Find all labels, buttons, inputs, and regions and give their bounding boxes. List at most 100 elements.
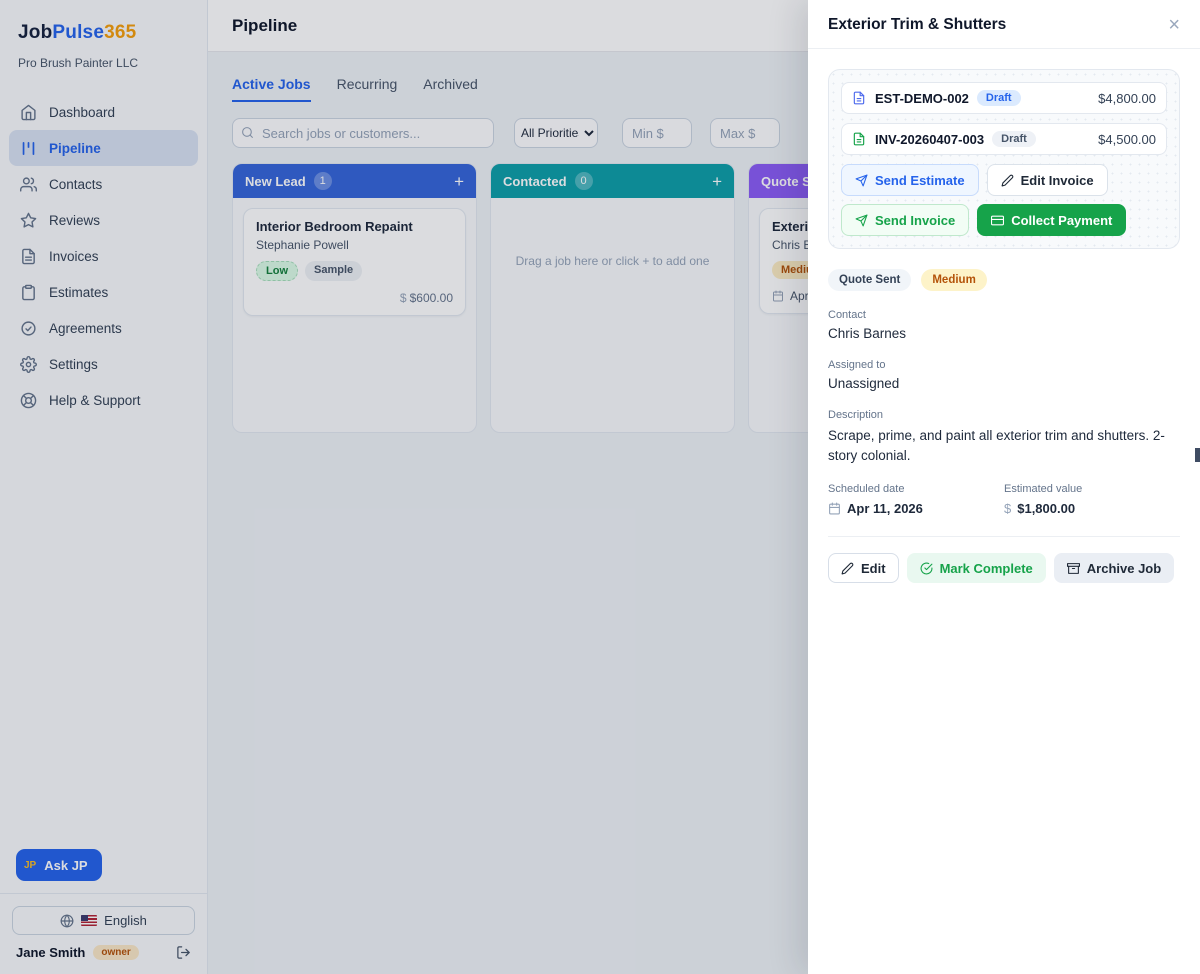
app-logo: JobPulse365 [0,0,207,44]
invoice-row[interactable]: INV-20260407-003 Draft $4,500.00 [841,123,1167,155]
document-actions-row-2: Send Invoice Collect Payment [841,204,1167,236]
drawer-body: EST-DEMO-002 Draft $4,800.00 INV-2026040… [808,49,1200,603]
drawer-header: Exterior Trim & Shutters × [808,0,1200,49]
tab-bar: Active Jobs Recurring Archived [232,76,1176,102]
tab-active-jobs[interactable]: Active Jobs [232,76,311,102]
tag-badge: Sample [305,261,363,281]
dollar-icon: $ [1004,501,1012,517]
sidebar-item-label: Settings [49,356,98,372]
column-header-contacted: Contacted 0 + [491,164,734,198]
sidebar-footer: JP Ask JP English Jane Smith owner [0,849,207,974]
archive-job-button[interactable]: Archive Job [1053,553,1175,584]
sidebar-nav: Dashboard Pipeline Contacts Reviews Invo… [0,94,207,418]
sidebar-item-label: Help & Support [49,392,141,408]
estimated-value-field: Estimated value $ $1,800.00 [1004,483,1180,516]
send-icon [855,174,868,186]
close-icon[interactable]: × [1168,14,1180,36]
sidebar-item-estimates[interactable]: Estimates [9,274,198,310]
edit-invoice-button[interactable]: Edit Invoice [986,164,1108,196]
estimate-row[interactable]: EST-DEMO-002 Draft $4,800.00 [841,82,1167,114]
priority-filter[interactable]: All Priorities [514,118,598,148]
invoice-amount: $4,500.00 [1098,131,1156,147]
estimate-status-badge: Draft [976,90,1021,106]
invoice-number: INV-20260407-003 [875,131,985,147]
tab-archived[interactable]: Archived [423,76,478,92]
logout-icon[interactable] [176,945,191,960]
scheduled-date-value: Apr 11, 2026 [828,501,1004,516]
credit-card-icon [991,215,1005,225]
ask-jp-button[interactable]: JP Ask JP [16,849,102,881]
mark-complete-button[interactable]: Mark Complete [906,553,1046,584]
edit-job-button[interactable]: Edit [828,553,899,584]
scheduled-date-field: Scheduled date Apr 11, 2026 [828,483,1004,516]
assigned-label: Assigned to [828,359,886,371]
priority-badge: Low [256,261,298,281]
sidebar-divider [0,893,207,894]
job-detail-drawer: Exterior Trim & Shutters × EST-DEMO-002 … [808,0,1200,974]
language-label: English [104,913,147,928]
users-icon [20,176,37,192]
contact-field: Contact Chris Barnes [828,309,1180,341]
sidebar-item-contacts[interactable]: Contacts [9,166,198,202]
tab-recurring[interactable]: Recurring [336,76,398,92]
priority-badge: Medium [921,269,987,291]
job-card-title: Interior Bedroom Repaint [256,219,413,234]
sidebar-item-label: Estimates [49,284,109,300]
dollar-icon: $ [399,291,407,305]
search-input[interactable] [232,118,494,148]
add-job-icon[interactable]: + [712,171,722,191]
sidebar-item-help-support[interactable]: Help & Support [9,382,198,418]
pencil-icon [1001,174,1013,186]
us-flag-icon [81,915,98,926]
sidebar-item-label: Dashboard [49,104,116,120]
description-label: Description [828,409,884,421]
sidebar-item-label: Pipeline [49,140,101,156]
logo-part-pulse: Pulse [52,22,105,43]
sidebar-item-dashboard[interactable]: Dashboard [9,94,198,130]
pencil-icon [841,562,854,575]
check-circle-icon [920,562,933,575]
documents-summary-card: EST-DEMO-002 Draft $4,800.00 INV-2026040… [828,69,1180,249]
calendar-icon [773,290,783,302]
sidebar-item-reviews[interactable]: Reviews [9,202,198,238]
globe-icon [60,914,74,927]
stage-badge: Quote Sent [828,269,912,291]
sidebar-item-settings[interactable]: Settings [9,346,198,382]
estimate-file-icon [853,91,865,105]
kanban-icon [22,141,35,155]
schedule-value-row: Scheduled date Apr 11, 2026 Estimated va… [828,483,1180,516]
collect-payment-button[interactable]: Collect Payment [977,204,1127,236]
sidebar: JobPulse365 Pro Brush Painter LLC Dashbo… [0,0,208,974]
jp-avatar: JP [24,859,37,871]
assigned-field: Assigned to Unassigned [828,359,1180,391]
lifebuoy-icon [20,392,37,408]
user-row: Jane Smith owner [16,945,191,960]
estimate-number: EST-DEMO-002 [875,90,969,106]
max-value-input[interactable] [710,118,780,148]
filter-bar: All Priorities [232,118,1176,148]
estimate-amount: $4,800.00 [1098,90,1156,106]
calendar-icon [829,502,840,515]
status-badges-row: Quote Sent Medium [828,269,1180,291]
sidebar-item-pipeline[interactable]: Pipeline [9,130,198,166]
logo-part-365: 365 [104,22,137,43]
handshake-icon [21,320,36,336]
send-estimate-button[interactable]: Send Estimate [841,164,979,196]
sidebar-item-invoices[interactable]: Invoices [9,238,198,274]
column-contacted: Contacted 0 + Drag a job here or click +… [490,163,735,433]
send-invoice-button[interactable]: Send Invoice [841,204,970,236]
add-job-icon[interactable]: + [454,171,464,191]
description-value: Scrape, prime, and paint all exterior tr… [828,428,1165,463]
job-card-interior-bedroom-repaint[interactable]: Interior Bedroom Repaint Stephanie Powel… [243,208,466,316]
scrollbar-thumb[interactable] [1195,448,1200,462]
page-title: Pipeline [232,15,298,35]
description-field: Description Scrape, prime, and paint all… [828,409,1180,465]
language-selector[interactable]: English [12,906,195,935]
estimated-value: $ $1,800.00 [1004,501,1076,517]
column-header-new-lead: New Lead 1 + [233,164,476,198]
user-name: Jane Smith [16,945,86,960]
column-count-badge: 1 [313,172,332,190]
sidebar-item-agreements[interactable]: Agreements [9,310,198,346]
search-icon [242,127,253,138]
min-value-input[interactable] [622,118,692,148]
